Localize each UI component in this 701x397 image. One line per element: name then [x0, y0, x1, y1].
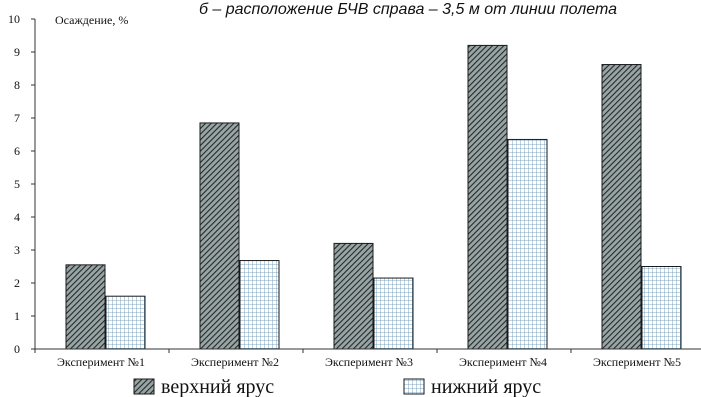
bar-lower-3 [373, 277, 414, 350]
y-axis-label: Осаждение, % [55, 13, 128, 27]
y-tick-label: 2 [14, 276, 20, 290]
x-category-label: Эксперимент №5 [593, 355, 681, 369]
legend-swatch-upper [133, 378, 155, 395]
y-tick-label: 10 [8, 12, 20, 26]
y-tick-label: 6 [14, 144, 20, 158]
y-tick-label: 5 [14, 177, 20, 191]
legend-label-lower: нижний ярус [431, 376, 541, 397]
figure-caption: б – расположение БЧВ справа – 3,5 м от л… [199, 1, 617, 18]
x-category-label: Эксперимент №4 [459, 355, 547, 369]
y-tick-label: 4 [14, 210, 20, 224]
y-tick-label: 9 [14, 45, 20, 59]
bar-upper-5 [601, 64, 642, 350]
bar-lower-4 [507, 138, 548, 350]
legend-label-upper: верхний ярус [161, 376, 274, 397]
category-labels: Эксперимент №1 Эксперимент №2 Эксперимент … [34, 349, 681, 369]
x-category-label: Эксперимент №1 [57, 355, 145, 369]
y-tick-label: 1 [14, 309, 20, 323]
bar-lower-2 [239, 260, 280, 350]
legend: верхний ярус нижний ярус [133, 376, 541, 397]
x-category-label: Эксперимент №2 [191, 355, 279, 369]
legend-swatch-lower [403, 378, 425, 395]
y-tick-label: 8 [14, 78, 20, 92]
bar-lower-5 [641, 266, 682, 350]
bar-upper-1 [65, 264, 106, 350]
y-tick-label: 3 [14, 243, 20, 257]
bars [65, 44, 682, 350]
x-category-label: Эксперимент №3 [325, 355, 413, 369]
y-axis-ticks: 0 1 2 3 4 5 6 7 8 9 10 [8, 12, 35, 356]
bar-upper-4 [467, 44, 508, 350]
y-tick-label: 7 [14, 111, 20, 125]
bar-upper-2 [199, 122, 240, 350]
bar-lower-1 [105, 295, 146, 350]
bar-upper-3 [333, 242, 374, 350]
y-tick-label: 0 [14, 342, 20, 356]
